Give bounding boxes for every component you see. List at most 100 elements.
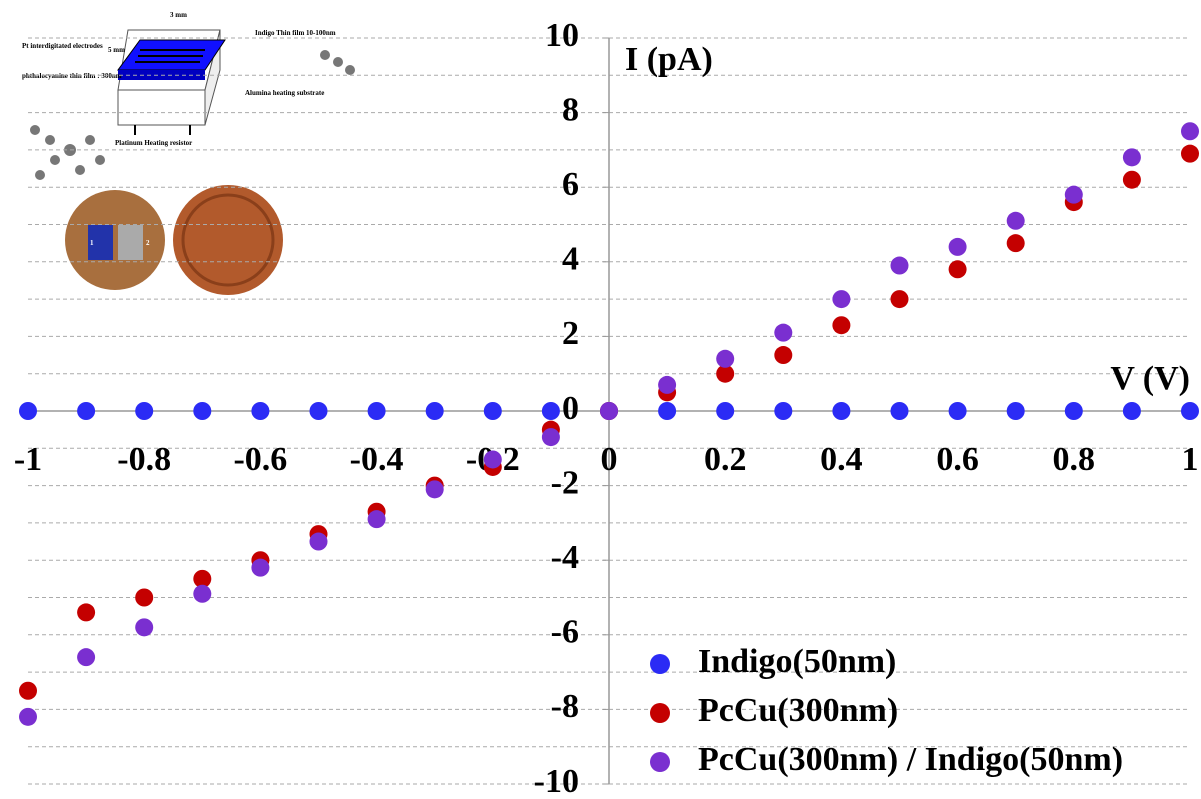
inset-label: 5 mm	[108, 46, 125, 54]
coin	[173, 185, 283, 295]
data-point	[309, 532, 328, 551]
coin-rim	[181, 193, 275, 287]
inset-label: 1	[90, 239, 94, 247]
data-point	[77, 402, 96, 420]
y-axis-label: I (pA)	[625, 41, 713, 78]
inset-label: 3 mm	[170, 11, 187, 19]
legend-marker	[650, 703, 670, 723]
data-point	[309, 402, 328, 420]
data-point	[135, 618, 154, 637]
x-tick-label: -0.8	[117, 441, 171, 478]
data-point	[77, 603, 96, 622]
legend-label: Indigo(50nm)	[698, 643, 896, 680]
inset-label: Indigo Thin film 10-100nm	[255, 29, 336, 37]
data-point	[948, 237, 967, 256]
x-tick-label: -0.4	[350, 441, 404, 478]
data-point	[1122, 148, 1141, 167]
inset-label: Platinum Heating resistor	[115, 139, 192, 147]
data-point	[658, 375, 677, 394]
data-point	[600, 402, 618, 420]
data-point	[425, 480, 444, 499]
device-inset: 3 mm 5 mm Pt interdigitated electrodes Indi…	[0, 0, 360, 305]
data-point	[251, 402, 270, 420]
data-point	[1181, 122, 1199, 141]
data-point	[716, 402, 735, 420]
data-point	[716, 364, 735, 383]
data-point	[193, 584, 212, 603]
data-point	[1006, 234, 1025, 253]
y-tick-label: 2	[562, 315, 579, 352]
data-point	[367, 510, 386, 529]
data-point	[135, 588, 154, 607]
y-tick-label: -2	[551, 464, 579, 501]
x-axis-label: V (V)	[1110, 360, 1190, 397]
data-point	[774, 346, 793, 365]
data-point	[193, 402, 212, 420]
molecule	[30, 50, 355, 180]
data-point	[1122, 402, 1141, 420]
substrate-front	[117, 89, 206, 126]
x-tick-label: 1	[1182, 441, 1199, 478]
data-point	[425, 402, 444, 420]
y-tick-label: 0	[562, 390, 579, 427]
data-point	[948, 402, 967, 420]
data-point	[541, 402, 560, 420]
data-point	[193, 569, 212, 588]
data-point	[1064, 402, 1083, 420]
data-point	[1181, 144, 1199, 163]
data-point	[19, 707, 37, 726]
data-point	[19, 681, 37, 700]
x-tick-label: 0.6	[936, 441, 979, 478]
sensor-chip	[65, 190, 165, 290]
data-point	[716, 349, 735, 368]
y-tick-label: 6	[562, 166, 579, 203]
inset-label: Alumina heating substrate	[245, 89, 324, 97]
data-point	[483, 450, 502, 469]
data-point	[1006, 402, 1025, 420]
data-point	[19, 402, 37, 420]
x-tick-label: 0	[601, 441, 618, 478]
data-point	[367, 402, 386, 420]
data-point	[1006, 211, 1025, 230]
inset-label: Pt interdigitated electrodes	[22, 42, 103, 50]
data-point	[251, 558, 270, 577]
y-tick-label: -10	[534, 763, 579, 799]
data-point	[832, 402, 851, 420]
data-point	[890, 256, 909, 275]
data-point	[1181, 402, 1199, 420]
data-point	[832, 316, 851, 335]
x-tick-label: 0.8	[1053, 441, 1096, 478]
y-tick-label: -6	[551, 614, 579, 651]
legend-label: PcCu(300nm)	[698, 692, 898, 729]
x-tick-label: -0.6	[233, 441, 287, 478]
y-tick-label: 10	[545, 17, 579, 54]
data-point	[832, 290, 851, 309]
legend-label: PcCu(300nm) / Indigo(50nm)	[698, 741, 1123, 778]
y-tick-label: 4	[562, 241, 579, 278]
x-tick-label: 0.2	[704, 441, 747, 478]
inset-label: 2	[146, 239, 150, 247]
data-point	[1064, 185, 1083, 204]
sensor-1	[88, 225, 113, 260]
inset-label: phthalocyanine thin film : 300nm	[22, 72, 122, 80]
data-point	[1122, 170, 1141, 189]
x-tick-label: -1	[14, 441, 42, 478]
data-point	[135, 402, 154, 420]
data-point	[890, 402, 909, 420]
data-point	[483, 402, 502, 420]
legend-marker	[650, 654, 670, 674]
x-tick-label: 0.4	[820, 441, 863, 478]
y-tick-label: 8	[562, 91, 579, 128]
data-point	[77, 648, 96, 667]
data-point	[541, 428, 560, 447]
y-tick-label: -4	[551, 539, 579, 576]
y-tick-label: -8	[551, 688, 579, 725]
sensor-2	[118, 225, 143, 260]
data-point	[658, 402, 677, 420]
electrodes	[135, 49, 205, 63]
data-point	[774, 402, 793, 420]
data-point	[890, 290, 909, 309]
data-point	[948, 260, 967, 279]
data-point	[774, 323, 793, 342]
